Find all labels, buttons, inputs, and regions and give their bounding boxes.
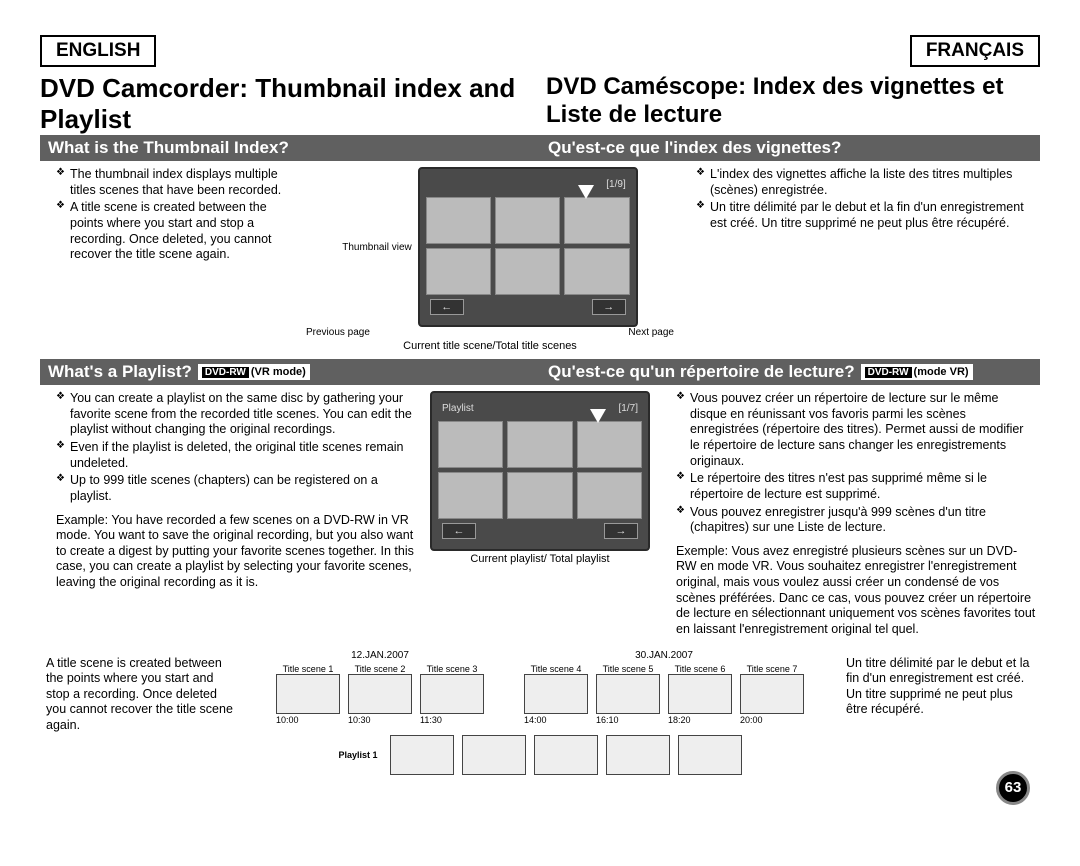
label-prev-page: Previous page bbox=[306, 327, 370, 338]
thumb bbox=[564, 197, 629, 244]
thumb bbox=[507, 472, 572, 519]
timeline-group-1: 12.JAN.2007 Title scene 110:00 Title sce… bbox=[276, 664, 484, 725]
playlist-row: Playlist 1 bbox=[240, 735, 840, 775]
thumb bbox=[426, 248, 491, 295]
thumb bbox=[495, 248, 560, 295]
label-counter-s1: Current title scene/Total title scenes bbox=[403, 340, 577, 353]
next-arrow-icon: → bbox=[592, 299, 626, 315]
thumb bbox=[507, 421, 572, 468]
thumbnail-index-screen: [1/9] ← → bbox=[418, 167, 638, 327]
section2-title-fr: Qu'est-ce qu'un répertoire de lecture? D… bbox=[540, 359, 1040, 385]
section2-example-en: Example: You have recorded a few scenes … bbox=[40, 511, 420, 595]
label-next-page: Next page bbox=[628, 327, 674, 338]
heading-en: DVD Camcorder: Thumbnail index and Playl… bbox=[40, 73, 540, 135]
language-tabs: ENGLISH FRANÇAIS bbox=[40, 35, 1040, 67]
page-number-badge: 63 bbox=[996, 771, 1030, 805]
counter-s1: [1/9] bbox=[606, 179, 625, 190]
label-counter-s2: Current playlist/ Total playlist bbox=[470, 553, 609, 566]
playlist-screen-title: Playlist bbox=[442, 403, 474, 414]
thumb bbox=[438, 421, 503, 468]
timeline-date-2: 30.JAN.2007 bbox=[635, 650, 693, 661]
thumb bbox=[577, 421, 642, 468]
thumb bbox=[577, 472, 642, 519]
section1-title-fr: Qu'est-ce que l'index des vignettes? bbox=[540, 135, 1040, 161]
playlist-screen: Playlist [1/7] ← → bbox=[430, 391, 650, 551]
timeline-group-2: 30.JAN.2007 Title scene 414:00 Title sce… bbox=[524, 664, 804, 725]
prev-arrow-icon: ← bbox=[430, 299, 464, 315]
highlight-pointer-icon bbox=[590, 409, 606, 423]
counter-s2: [1/7] bbox=[619, 403, 638, 414]
section1-bullets-fr: L'index des vignettes affiche la liste d… bbox=[680, 161, 1040, 238]
label-thumbnail-view: Thumbnail view bbox=[342, 242, 411, 253]
thumb bbox=[426, 197, 491, 244]
heading-fr: DVD Caméscope: Index des vignettes et Li… bbox=[540, 73, 1040, 135]
lang-tab-francais: FRANÇAIS bbox=[910, 35, 1040, 67]
playlist-thumb bbox=[606, 735, 670, 775]
playlist-thumb bbox=[462, 735, 526, 775]
thumb bbox=[495, 197, 560, 244]
dvd-rw-badge-fr: DVD-RW(mode VR) bbox=[861, 364, 973, 380]
section2-title-en: What's a Playlist? DVD-RW(VR mode) bbox=[40, 359, 540, 385]
timeline-side-en: A title scene is created between the poi… bbox=[40, 652, 240, 738]
section2-bullets-en: You can create a playlist on the same di… bbox=[40, 385, 420, 510]
section1-title-en: What is the Thumbnail Index? bbox=[40, 135, 540, 161]
playlist-thumb bbox=[678, 735, 742, 775]
timeline-diagram: 12.JAN.2007 Title scene 110:00 Title sce… bbox=[240, 664, 840, 725]
lang-tab-english: ENGLISH bbox=[40, 35, 156, 67]
section2-example-fr: Exemple: Vous avez enregistré plusieurs … bbox=[660, 542, 1040, 642]
section2-bullets-fr: Vous pouvez créer un répertoire de lectu… bbox=[660, 385, 1040, 542]
playlist-thumb bbox=[390, 735, 454, 775]
prev-arrow-icon: ← bbox=[442, 523, 476, 539]
thumb bbox=[564, 248, 629, 295]
timeline-side-fr: Un titre délimité par le debut et la fin… bbox=[840, 652, 1040, 723]
thumb bbox=[438, 472, 503, 519]
timeline-date-1: 12.JAN.2007 bbox=[351, 650, 409, 661]
highlight-pointer-icon bbox=[578, 185, 594, 199]
section1-bullets-en: The thumbnail index displays multiple ti… bbox=[40, 161, 300, 269]
playlist-thumb bbox=[534, 735, 598, 775]
next-arrow-icon: → bbox=[604, 523, 638, 539]
dvd-rw-badge-en: DVD-RW(VR mode) bbox=[198, 364, 310, 380]
playlist-label: Playlist 1 bbox=[338, 735, 381, 760]
page-headings: DVD Camcorder: Thumbnail index and Playl… bbox=[40, 73, 1040, 135]
